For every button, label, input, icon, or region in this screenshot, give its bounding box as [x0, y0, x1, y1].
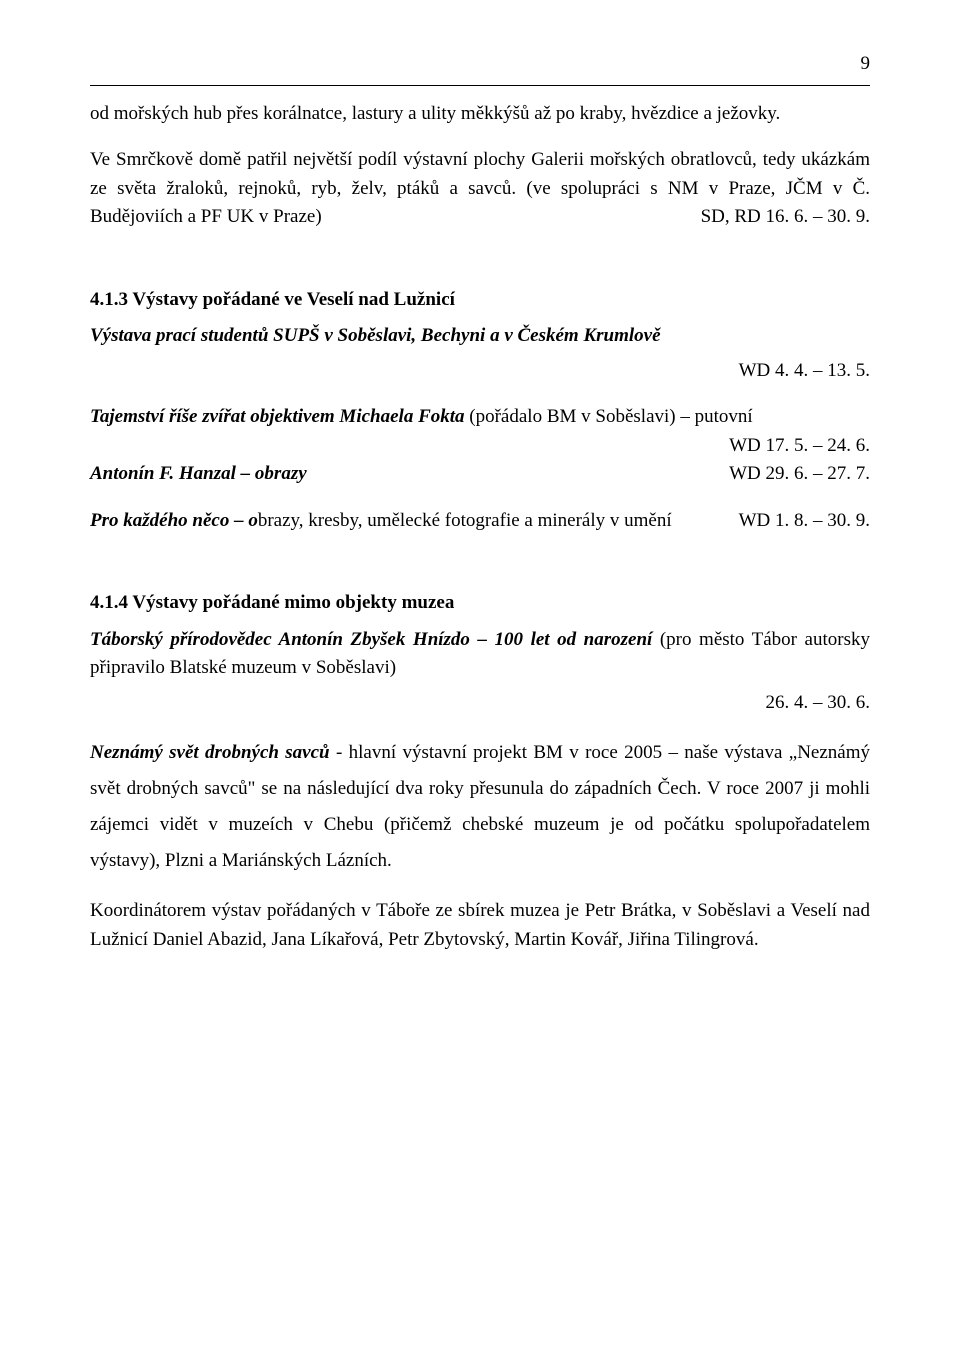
exhibition-title: Táborský přírodovědec Antonín Zbyšek Hní… — [90, 629, 652, 650]
exhibition-title: Tajemství říše zvířat objektivem Michael… — [90, 406, 465, 427]
paragraph: Ve Smrčkově domě patřil největší podíl v… — [90, 146, 870, 232]
date-range: WD 4. 4. – 13. 5. — [739, 360, 870, 381]
exhibition-entry: Antonín F. Hanzal – obrazy WD 29. 6. – 2… — [90, 460, 870, 489]
exhibition-entry: Tajemství říše zvířat objektivem Michael… — [90, 403, 870, 432]
date-range: 26. 4. – 30. 6. — [766, 692, 871, 713]
body-text: brazy, kresby, umělecké fotografie a min… — [258, 510, 672, 531]
body-text: (pořádalo BM v Soběslavi) – putovní — [465, 406, 753, 427]
horizontal-rule — [90, 85, 870, 86]
exhibition-entry: Neznámý svět drobných savců - hlavní výs… — [90, 735, 870, 879]
exhibition-title: Výstava prací studentů SUPŠ v Soběslavi,… — [90, 325, 661, 346]
exhibition-entry: Táborský přírodovědec Antonín Zbyšek Hní… — [90, 626, 870, 683]
page-number: 9 — [90, 50, 870, 79]
paragraph: od mořských hub přes korálnatce, lastury… — [90, 100, 870, 129]
exhibition-entry: Výstava prací studentů SUPŠ v Soběslavi,… — [90, 322, 870, 351]
exhibition-entry: Pro každého něco – obrazy, kresby, uměle… — [90, 507, 870, 536]
section-heading: 4.1.3 Výstavy pořádané ve Veselí nad Luž… — [90, 286, 870, 315]
exhibition-title: Pro každého něco – o — [90, 510, 258, 531]
section-heading: 4.1.4 Výstavy pořádané mimo objekty muze… — [90, 589, 870, 618]
date-range: WD 1. 8. – 30. 9. — [739, 507, 870, 536]
exhibition-title: Antonín F. Hanzal – obrazy — [90, 463, 307, 484]
exhibition-title: Neznámý svět drobných savců — [90, 742, 330, 763]
date-line: WD 4. 4. – 13. 5. — [90, 357, 870, 386]
coordinator-paragraph: Koordinátorem výstav pořádaných v Táboře… — [90, 897, 870, 954]
date-line: 26. 4. – 30. 6. — [90, 689, 870, 718]
page: 9 od mořských hub přes korálnatce, lastu… — [0, 0, 960, 1353]
date-range: SD, RD 16. 6. – 30. 9. — [701, 203, 870, 232]
date-range: WD 29. 6. – 27. 7. — [729, 460, 870, 489]
date-range: WD 17. 5. – 24. 6. — [729, 432, 870, 461]
